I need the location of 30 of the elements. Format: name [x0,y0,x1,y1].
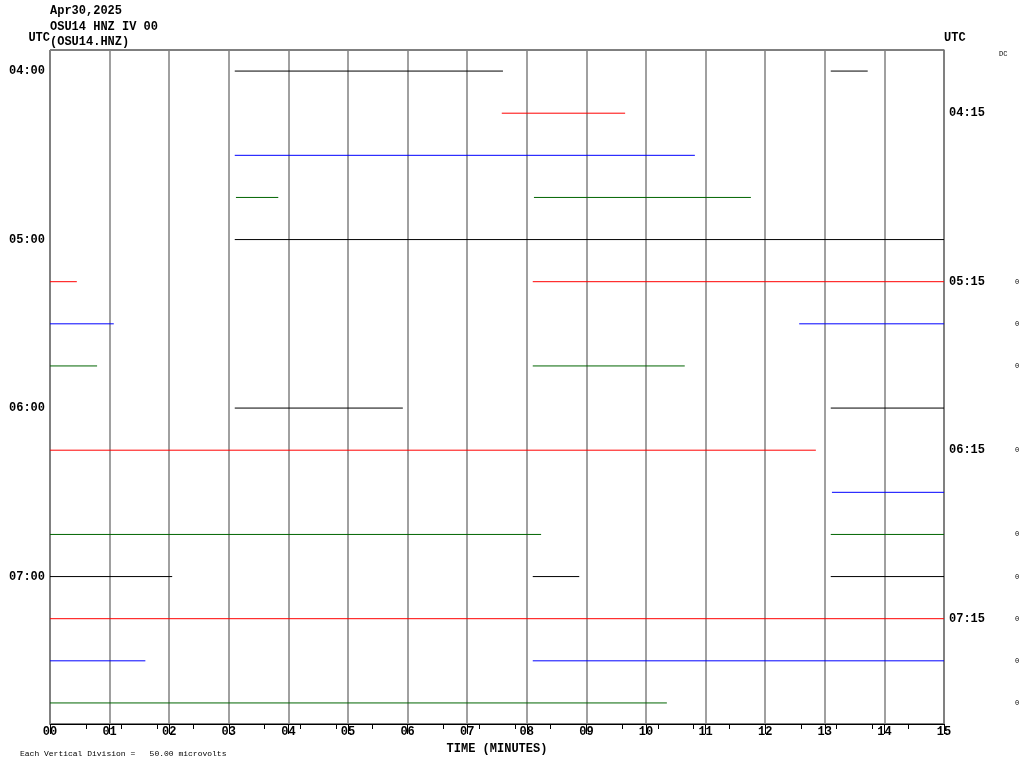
x-tick-label: 13 [817,725,832,739]
x-tick-label: 07 [460,725,475,739]
text: Each Vertical Division = 50.00 microvolts [20,748,227,758]
y-axis-title: UTC [28,31,50,45]
y-tick-label: 07:00 [8,569,45,584]
x-tick-label: 06 [400,725,415,739]
y-tick-label: 05:00 [8,232,45,247]
x-tick-label: 01 [102,725,117,739]
x-tick-label: 09 [579,725,594,739]
y2-axis-title: UTC [944,31,966,45]
y2-tick-label: 05:15 [949,274,986,289]
y2-tick-label: 07:15 [949,611,986,626]
y2-tick-label: 06:15 [949,443,986,458]
x-tick-label: 11 [698,725,713,739]
y2-tick-label: 04:15 [949,106,986,121]
x-axis-title: TIME (MINUTES) [446,741,548,756]
x-tick-label: 02 [162,725,177,739]
x-tick-label: 08 [519,725,534,739]
x-tick-label: 12 [758,725,773,739]
y-tick-label: 04:00 [8,64,45,79]
x-tick-label: 00 [42,725,58,739]
chart-title: Apr30,2025 [50,4,123,18]
x-tick-label: 15 [936,725,952,739]
chart-subtitle: OSU14 HNZ IV 00 (OSU14.HNZ) [50,19,159,49]
x-tick-label: 14 [877,725,892,739]
x-tick-label: 10 [638,725,654,739]
x-tick-label: 05 [340,725,356,739]
y-tick-label: 06:00 [8,401,45,416]
x-tick-label: 04 [281,725,296,739]
x-tick-label: 03 [221,725,236,739]
